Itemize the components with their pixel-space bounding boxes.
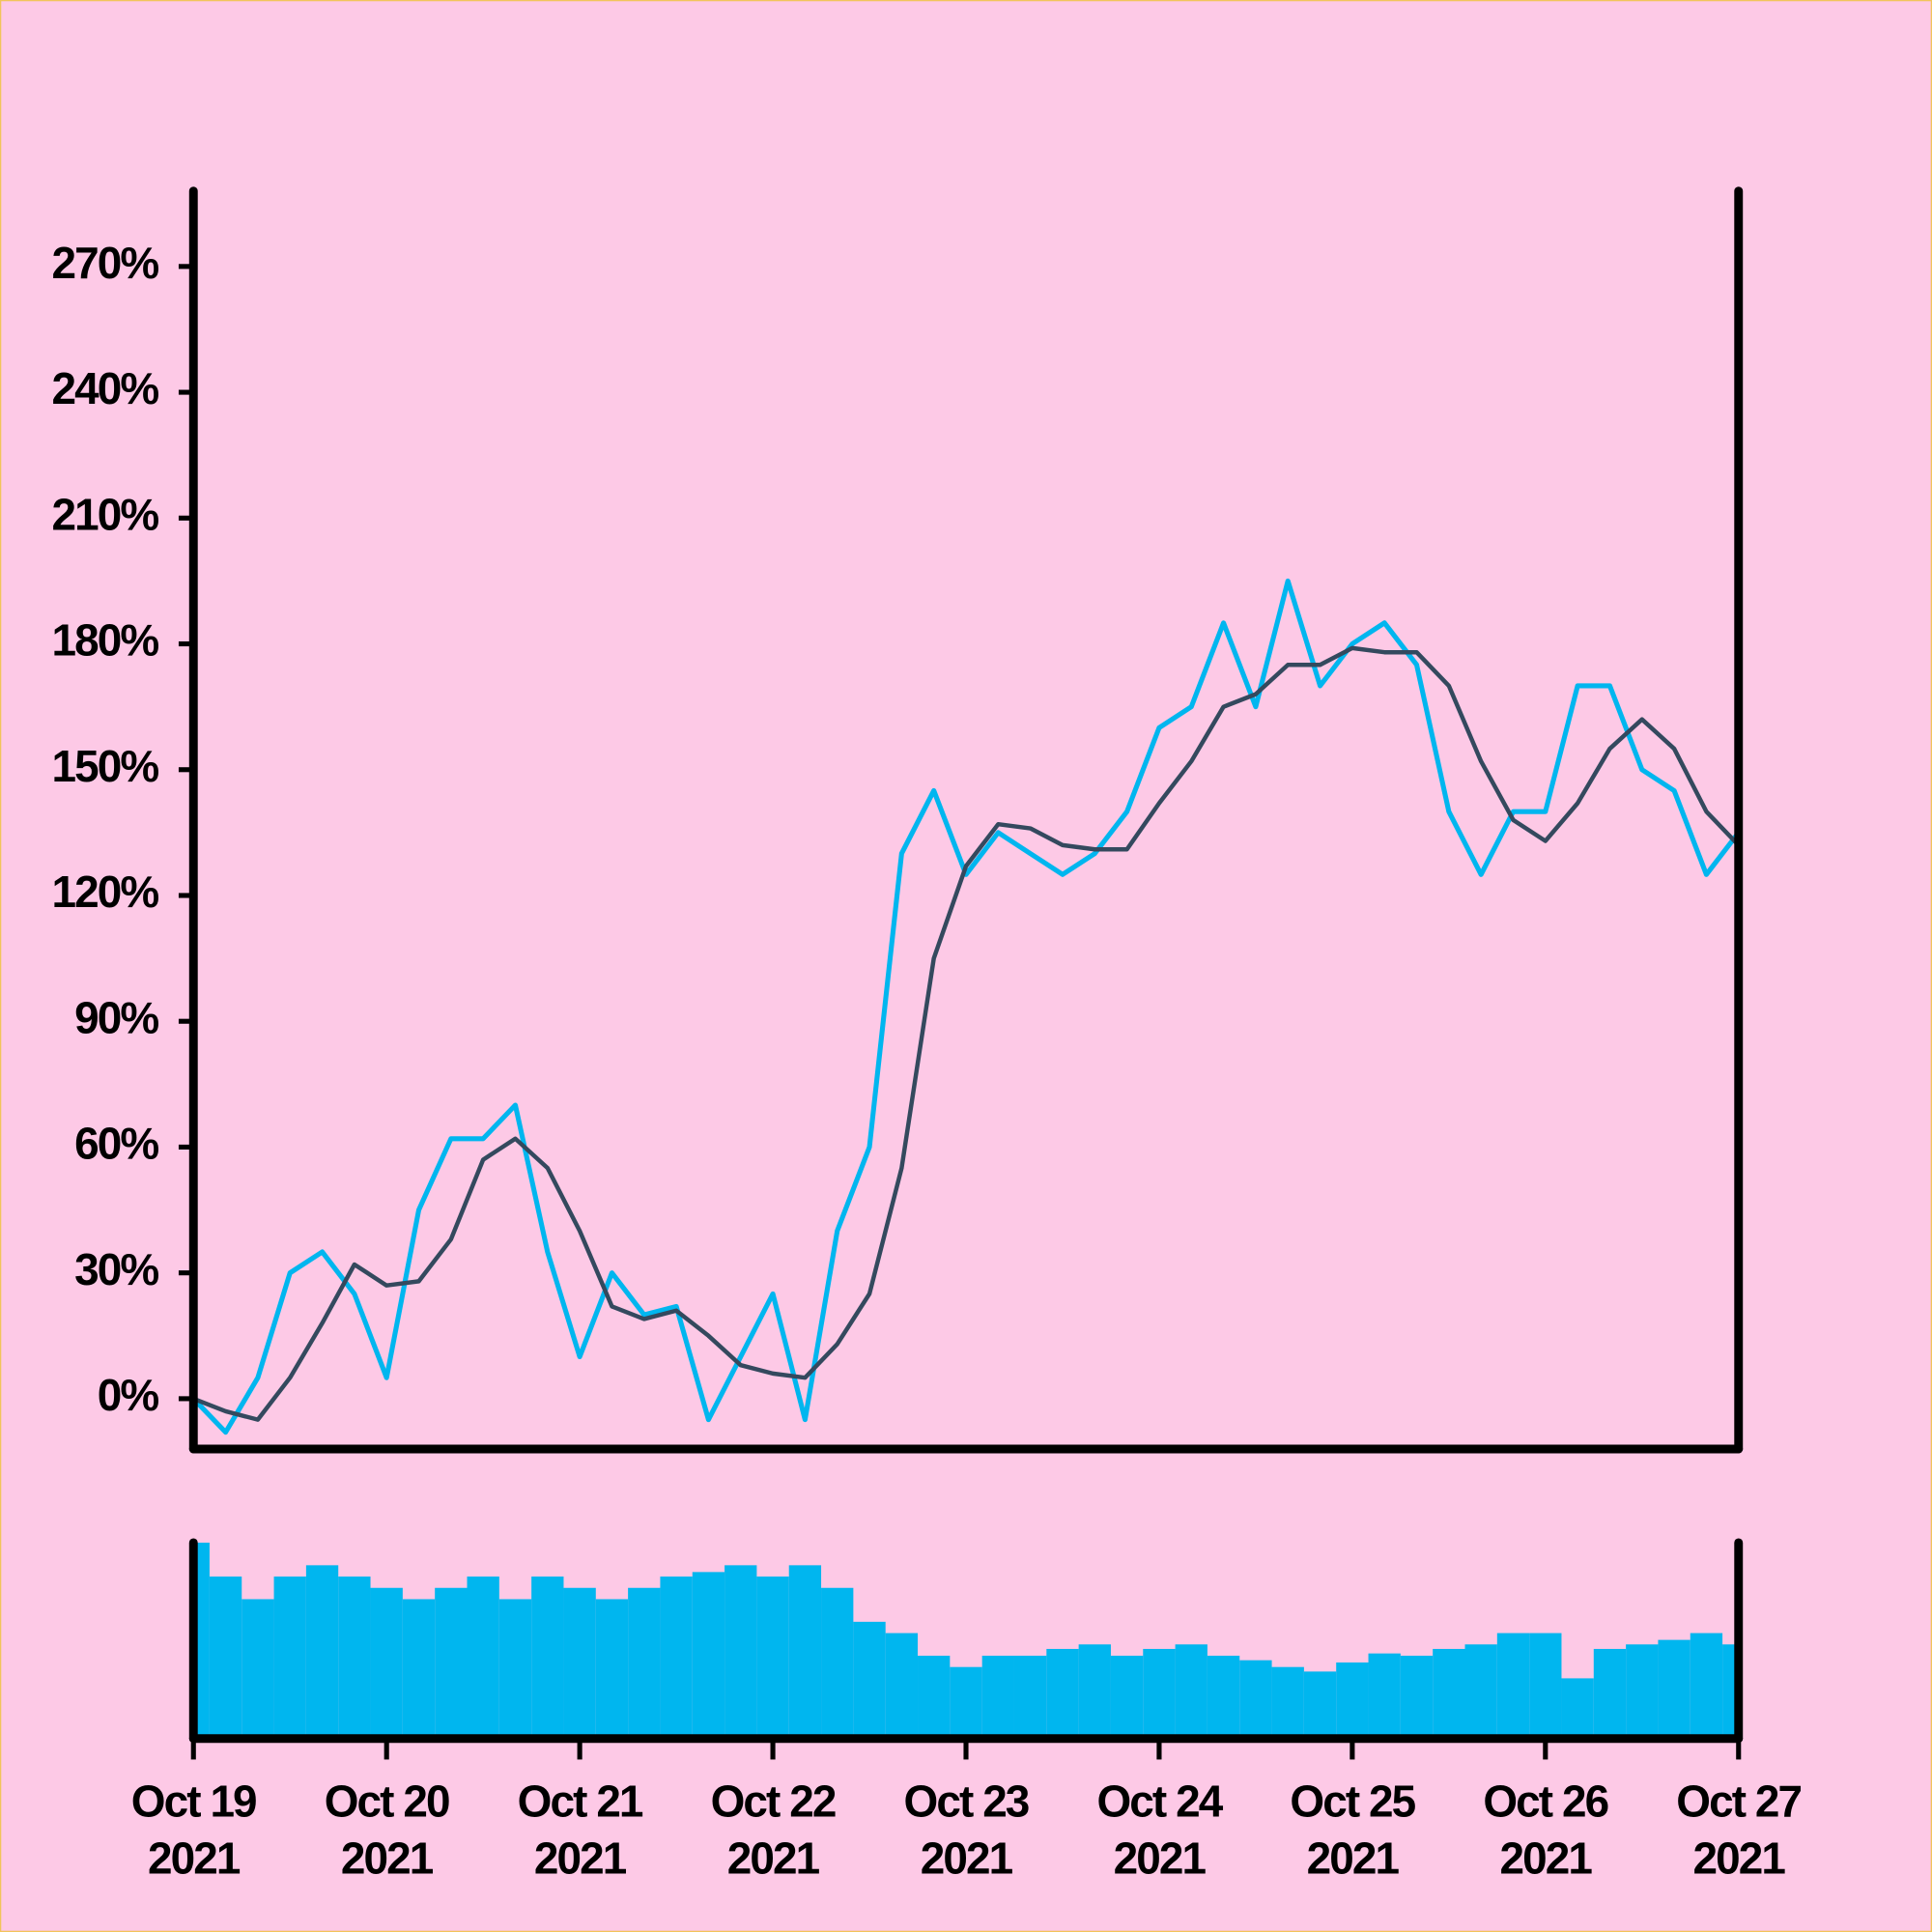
x-tick-label: 2021	[727, 1833, 820, 1883]
y-tick-label: 210%	[51, 489, 158, 539]
volume-bar	[1561, 1678, 1594, 1735]
volume-bar	[1239, 1660, 1272, 1735]
volume-bar	[1433, 1648, 1465, 1735]
volume-bar	[273, 1577, 306, 1735]
x-tick-label: 2021	[1693, 1833, 1786, 1883]
volume-bar	[885, 1633, 919, 1735]
x-tick-label: Oct 26	[1483, 1776, 1607, 1827]
volume-bar	[1078, 1644, 1111, 1735]
volume-bar	[724, 1565, 757, 1735]
volume-bar	[498, 1599, 532, 1735]
volume-bar	[918, 1655, 951, 1735]
x-tick-label: Oct 23	[904, 1776, 1029, 1827]
y-tick-label: 30%	[74, 1244, 158, 1294]
volume-bar	[1593, 1648, 1627, 1735]
y-tick-label: 90%	[74, 992, 158, 1042]
x-tick-label: Oct 27	[1676, 1776, 1801, 1827]
volume-bar	[1110, 1655, 1144, 1735]
volume-bar	[1046, 1648, 1079, 1735]
x-tick-label: Oct 19	[131, 1776, 256, 1827]
volume-bar	[1690, 1633, 1723, 1735]
x-tick-label: 2021	[148, 1833, 241, 1883]
x-tick-label: 2021	[921, 1833, 1013, 1883]
x-tick-label: Oct 25	[1290, 1776, 1415, 1827]
x-tick-label: 2021	[1307, 1833, 1400, 1883]
volume-plot	[193, 1542, 1739, 1735]
volume-bar	[1271, 1666, 1304, 1735]
volume-bar	[209, 1577, 242, 1735]
x-tick-label: 2021	[534, 1833, 627, 1883]
x-tick-label: 2021	[1500, 1833, 1593, 1883]
volume-bar	[950, 1666, 982, 1735]
series-line	[193, 645, 1739, 1422]
volume-bar	[435, 1587, 468, 1735]
volume-bar	[981, 1655, 1014, 1735]
volume-bar	[467, 1577, 499, 1735]
volume-bar	[853, 1621, 886, 1735]
volume-bar	[305, 1565, 339, 1735]
volume-bar	[1207, 1655, 1240, 1735]
volume-bar	[660, 1577, 693, 1735]
x-tick-label: 2021	[341, 1833, 434, 1883]
y-tick-label: 120%	[51, 867, 158, 917]
volume-bar	[1496, 1633, 1530, 1735]
y-tick-label: 270%	[51, 238, 158, 288]
volume-bar	[1336, 1662, 1369, 1735]
volume-bar	[788, 1565, 822, 1735]
x-tick-label: Oct 21	[518, 1776, 643, 1827]
y-tick-label: 180%	[51, 615, 158, 666]
volume-bar	[1303, 1671, 1337, 1735]
x-tick-label: 2021	[1114, 1833, 1207, 1883]
volume-bar	[1529, 1633, 1562, 1735]
volume-bar	[338, 1577, 371, 1735]
volume-bar	[595, 1599, 629, 1735]
volume-bar	[370, 1587, 403, 1735]
volume-bar	[1143, 1648, 1176, 1735]
volume-bar	[692, 1572, 725, 1735]
volume-bar	[1175, 1644, 1208, 1735]
y-tick-label: 150%	[51, 741, 158, 791]
y-tick-label: 240%	[51, 363, 158, 413]
y-tick-label: 0%	[98, 1370, 159, 1420]
volume-bar	[563, 1587, 596, 1735]
x-tick-label: Oct 20	[325, 1776, 449, 1827]
volume-bar	[402, 1599, 436, 1735]
volume-bar	[756, 1577, 789, 1735]
axes: 0% 30% 60% 90% 120% 150% 180% 210% 240% 270% Oct 1…	[51, 186, 1803, 1883]
volume-bar	[531, 1577, 564, 1735]
volume-bar	[1658, 1639, 1690, 1735]
volume-bar	[1464, 1644, 1497, 1735]
x-tick-label: Oct 24	[1096, 1776, 1223, 1827]
volume-bar	[628, 1587, 661, 1735]
volume-bar	[1013, 1655, 1047, 1735]
series-line	[193, 578, 1739, 1435]
price-plot	[193, 578, 1739, 1435]
x-tick-label: Oct 22	[711, 1776, 836, 1827]
volume-bar	[821, 1587, 854, 1735]
volume-bar	[242, 1599, 274, 1735]
volume-bar	[1626, 1644, 1659, 1735]
volume-bar	[1368, 1653, 1401, 1735]
y-tick-label: 60%	[74, 1119, 158, 1169]
volume-bar	[1400, 1655, 1434, 1735]
